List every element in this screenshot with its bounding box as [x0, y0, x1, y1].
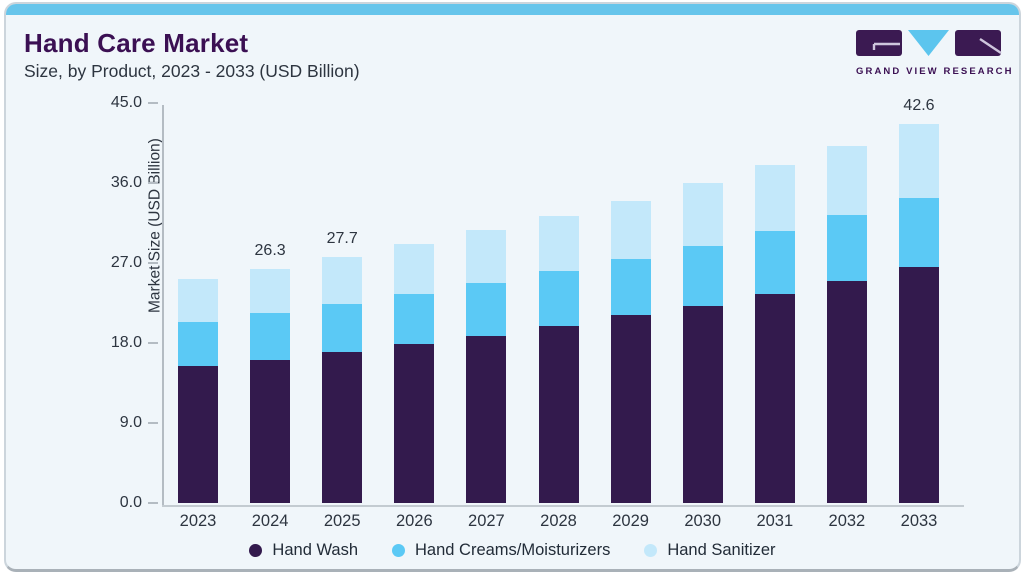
bar-segment-hand-creams-moisturizers-2027: [466, 282, 507, 336]
bar-segment-hand-creams-moisturizers-2023: [178, 321, 218, 367]
stacked-bar-2032: [826, 145, 867, 503]
x-tick-label-2029: 2029: [612, 512, 649, 530]
bar-segment-hand-wash-2029: [610, 315, 651, 503]
legend-dot-icon: [249, 544, 263, 557]
y-tick-label: 9.0: [119, 414, 142, 431]
accent-bar: [6, 4, 1019, 15]
gvr-logo-marks: [856, 30, 1002, 56]
legend-dot-icon: [392, 544, 406, 557]
bar-segment-hand-creams-moisturizers-2031: [754, 230, 795, 295]
stacked-bar-2031: [754, 165, 795, 503]
bar-segment-hand-wash-2032: [826, 280, 867, 503]
legend-label: Hand Wash: [272, 541, 359, 559]
bar-segment-hand-sanitizer-2033: [899, 124, 939, 199]
bar-segment-hand-sanitizer-2027: [466, 230, 507, 283]
y-tick-mark: [148, 342, 158, 344]
legend-item-hand-wash: Hand Wash: [249, 541, 358, 560]
stacked-bar-2023: [178, 279, 218, 503]
x-tick-label-2030: 2030: [684, 512, 722, 530]
bar-segment-hand-wash-2033: [899, 267, 939, 503]
y-tick-mark: [148, 102, 158, 104]
legend: Hand Wash Hand Creams/Moisturizers Hand Sa…: [6, 541, 1019, 560]
stacked-bar-2029: [610, 200, 651, 503]
bar-segment-hand-creams-moisturizers-2025: [322, 303, 363, 352]
stacked-bar-2028: [538, 215, 579, 503]
x-tick-label-2027: 2027: [468, 512, 505, 530]
legend-dot-icon: [644, 544, 658, 557]
bar-segment-hand-creams-moisturizers-2029: [610, 259, 651, 316]
bar-segment-hand-wash-2031: [754, 294, 795, 503]
stacked-bar-2033: [899, 124, 939, 503]
y-tick-mark: [148, 182, 158, 184]
x-tick-label-2024: 2024: [251, 512, 289, 530]
total-value-label-2033: 42.6: [903, 97, 935, 115]
y-tick-mark: [148, 262, 158, 264]
x-axis-line: [162, 505, 964, 507]
stacked-bar-2026: [394, 244, 435, 503]
legend-label: Hand Sanitizer: [667, 541, 776, 559]
bar-segment-hand-sanitizer-2032: [826, 145, 867, 215]
bar-segment-hand-sanitizer-2026: [394, 244, 435, 295]
bar-segment-hand-sanitizer-2024: [250, 269, 291, 313]
bar-segment-hand-wash-2025: [322, 351, 363, 503]
chart-subtitle: Size, by Product, 2023 - 2033 (USD Billi…: [24, 61, 360, 81]
gvr-logo-text: GRAND VIEW RESEARCH: [856, 66, 1014, 77]
stacked-bar-2027: [466, 230, 507, 503]
y-tick-label: 18.0: [110, 334, 142, 351]
bar-segment-hand-wash-2027: [466, 335, 507, 503]
x-tick-label-2025: 2025: [323, 512, 361, 530]
y-tick-label: 36.0: [110, 174, 142, 191]
total-value-label-2025: 27.7: [326, 229, 358, 247]
chart-card: Hand Care Market Size, by Product, 2023 …: [4, 2, 1021, 572]
y-tick-mark: [148, 422, 158, 424]
legend-item-hand-sanitizer: Hand Sanitizer: [644, 541, 776, 560]
bar-segment-hand-creams-moisturizers-2026: [394, 294, 435, 344]
bar-segment-hand-sanitizer-2031: [754, 165, 795, 231]
stacked-bar-2024: [250, 269, 291, 503]
bar-segment-hand-wash-2026: [394, 343, 435, 503]
bar-segment-hand-sanitizer-2028: [538, 215, 579, 271]
bar-segment-hand-creams-moisturizers-2028: [538, 270, 579, 327]
bar-segment-hand-sanitizer-2023: [178, 279, 218, 322]
y-tick-label: 0.0: [119, 494, 142, 511]
x-tick-label-2032: 2032: [828, 512, 866, 530]
x-tick-label-2028: 2028: [540, 512, 577, 530]
bar-segment-hand-wash-2023: [178, 366, 218, 503]
bar-segment-hand-wash-2028: [538, 326, 579, 503]
x-tick-label-2026: 2026: [395, 512, 433, 530]
bar-segment-hand-sanitizer-2025: [322, 256, 363, 304]
legend-label: Hand Creams/Moisturizers: [415, 541, 611, 559]
bar-segment-hand-creams-moisturizers-2030: [682, 246, 723, 306]
bar-segment-hand-creams-moisturizers-2024: [250, 312, 291, 360]
bar-segment-hand-wash-2030: [682, 305, 723, 503]
bar-segment-hand-wash-2024: [250, 359, 291, 503]
total-value-label-2024: 26.3: [254, 242, 286, 260]
bar-segment-hand-sanitizer-2030: [682, 183, 723, 247]
bar-segment-hand-creams-moisturizers-2033: [899, 198, 939, 268]
x-tick-label-2023: 2023: [179, 512, 217, 530]
x-tick-label-2031: 2031: [756, 512, 794, 530]
legend-item-hand-creams-moisturizers: Hand Creams/Moisturizers: [392, 541, 610, 560]
bar-segment-hand-sanitizer-2029: [610, 200, 651, 260]
y-tick-label: 27.0: [110, 254, 142, 271]
bar-segment-hand-creams-moisturizers-2032: [826, 214, 867, 281]
y-tick-label: 45.0: [110, 94, 142, 111]
stacked-bar-2030: [682, 183, 723, 503]
stacked-bar-2025: [322, 256, 363, 503]
gvr-logo: GRAND VIEW RESEARCH: [856, 30, 1014, 77]
y-axis-line: [162, 105, 164, 505]
y-tick-mark: [148, 502, 158, 504]
page-title: Hand Care Market: [24, 28, 249, 58]
x-tick-label-2033: 2033: [900, 512, 938, 530]
